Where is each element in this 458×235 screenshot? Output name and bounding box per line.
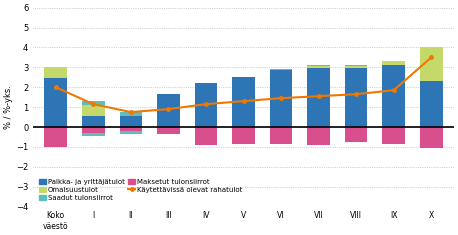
Bar	[270, 127, 292, 144]
Bar	[345, 68, 367, 127]
Bar	[120, 131, 142, 134]
Bar	[382, 61, 405, 65]
Bar	[270, 69, 292, 70]
Bar	[420, 81, 442, 127]
Bar	[345, 127, 367, 142]
Bar	[44, 127, 67, 147]
Bar	[345, 66, 367, 68]
Bar	[307, 65, 330, 66]
Bar	[270, 70, 292, 127]
Bar	[120, 116, 142, 127]
Bar	[44, 67, 67, 78]
Bar	[382, 127, 405, 144]
Bar	[382, 65, 405, 127]
Bar	[232, 127, 255, 144]
Bar	[120, 112, 142, 116]
Bar	[82, 116, 104, 127]
Bar	[232, 77, 255, 127]
Bar	[82, 105, 104, 116]
Bar	[82, 101, 104, 105]
Y-axis label: % / %-yks.: % / %-yks.	[4, 85, 13, 129]
Bar	[345, 65, 367, 66]
Bar	[195, 83, 217, 127]
Bar	[307, 68, 330, 127]
Bar	[157, 127, 180, 134]
Bar	[420, 47, 442, 81]
Bar	[307, 127, 330, 145]
Bar	[120, 127, 142, 131]
Legend: Palkka- ja yrittäjätulot, Omaisuustulot, Saadut tulonsiirrot, Maksetut tulonsiir: Palkka- ja yrittäjätulot, Omaisuustulot,…	[37, 176, 245, 203]
Bar	[82, 133, 104, 136]
Bar	[195, 127, 217, 145]
Bar	[82, 127, 104, 133]
Bar	[44, 78, 67, 127]
Bar	[420, 127, 442, 148]
Bar	[157, 94, 180, 127]
Bar	[307, 66, 330, 68]
